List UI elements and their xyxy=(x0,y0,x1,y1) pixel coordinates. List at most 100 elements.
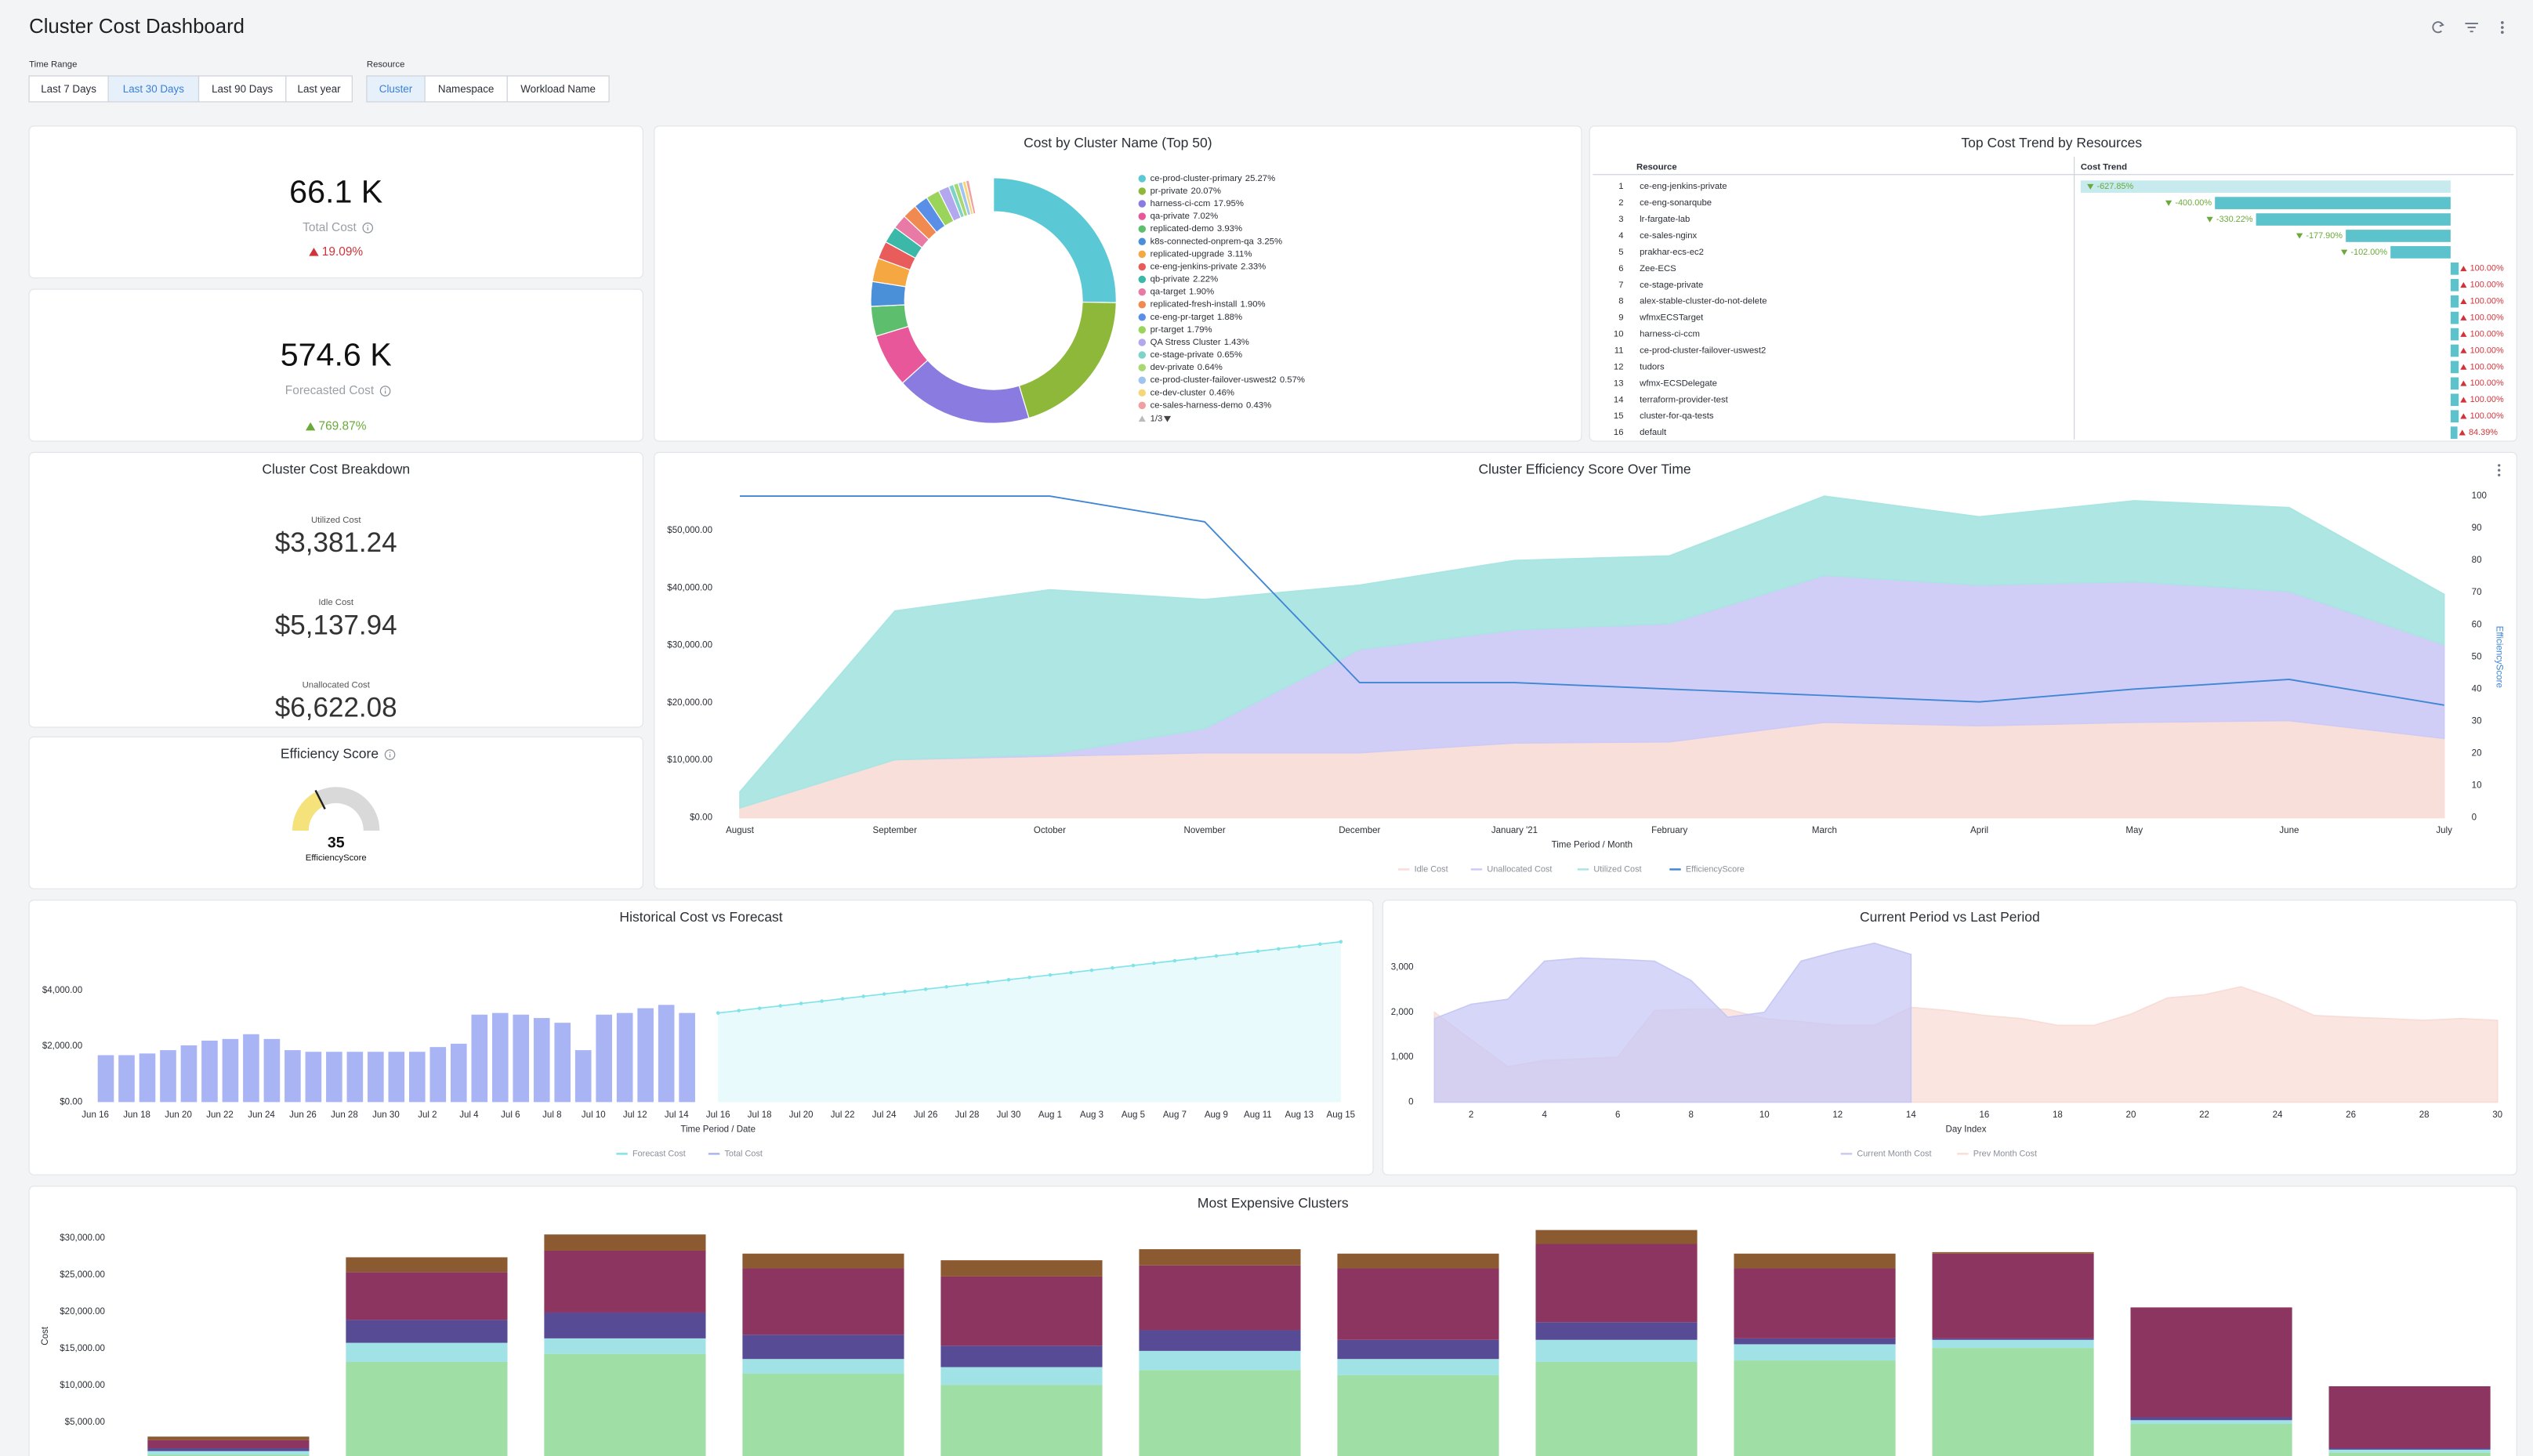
filter-option[interactable]: Last 30 Days xyxy=(107,75,200,103)
bar-segment[interactable] xyxy=(346,1257,508,1273)
legend-entry[interactable]: pr-target 1.79% xyxy=(1151,325,1212,335)
legend-entry[interactable]: QA Stress Cluster 1.43% xyxy=(1151,338,1249,347)
legend-label[interactable]: Idle Cost xyxy=(1415,864,1448,874)
legend-name[interactable]: pr-private xyxy=(1151,187,1188,196)
filter-option[interactable]: Namespace xyxy=(424,75,508,103)
bar-segment[interactable] xyxy=(940,1385,1103,1456)
cost-bar[interactable] xyxy=(263,1038,281,1103)
bar-segment[interactable] xyxy=(2130,1423,2292,1456)
legend-value[interactable]: 7.02% xyxy=(1193,212,1218,221)
filter-option-label[interactable]: Last 90 Days xyxy=(212,83,273,95)
filter-option-bg[interactable] xyxy=(366,75,426,103)
cost-bar[interactable] xyxy=(326,1052,342,1103)
bar-segment[interactable] xyxy=(1337,1268,1499,1340)
cost-bar[interactable] xyxy=(284,1050,301,1103)
filter-option-bg[interactable] xyxy=(424,75,508,103)
legend-label[interactable]: Prev Month Cost xyxy=(1973,1149,2037,1158)
legend-name[interactable]: qa-target xyxy=(1151,288,1187,297)
legend-entry[interactable]: ce-sales-harness-demo 0.43% xyxy=(1151,400,1272,410)
legend-name[interactable]: QA Stress Cluster xyxy=(1151,338,1221,347)
bar-segment[interactable] xyxy=(2130,1417,2292,1421)
legend-name[interactable]: ce-prod-cluster-failover-uswest2 xyxy=(1151,375,1277,385)
info-icon[interactable] xyxy=(362,222,374,234)
bar-segment[interactable] xyxy=(147,1448,310,1451)
legend-name[interactable]: ce-prod-cluster-primary xyxy=(1151,174,1242,183)
legend-value[interactable]: 0.43% xyxy=(1246,400,1271,410)
legend-next[interactable] xyxy=(1163,415,1172,422)
cost-bar[interactable] xyxy=(450,1043,467,1103)
cost-bar[interactable] xyxy=(574,1050,592,1103)
refresh-button[interactable] xyxy=(2432,21,2444,34)
bar-segment[interactable] xyxy=(544,1250,706,1313)
legend-name[interactable]: ce-dev-cluster xyxy=(1151,388,1206,397)
cost-bar[interactable] xyxy=(243,1034,259,1103)
legend-entry[interactable]: ce-prod-cluster-primary 25.27% xyxy=(1151,174,1276,183)
bar-segment[interactable] xyxy=(1139,1350,1301,1371)
bar-segment[interactable] xyxy=(147,1440,310,1449)
legend-name[interactable]: qa-private xyxy=(1151,212,1190,221)
bar-segment[interactable] xyxy=(346,1361,508,1456)
cost-bar[interactable] xyxy=(305,1052,322,1103)
cost-bar[interactable] xyxy=(118,1055,135,1103)
legend-label[interactable]: Utilized Cost xyxy=(1593,864,1641,874)
bar-segment[interactable] xyxy=(2130,1307,2292,1418)
cost-bar[interactable] xyxy=(679,1012,695,1103)
filter-option-bg[interactable] xyxy=(107,75,200,103)
bar-segment[interactable] xyxy=(1139,1330,1301,1351)
legend-label[interactable]: Unallocated Cost xyxy=(1487,864,1552,874)
filter-option-bg[interactable] xyxy=(28,75,109,103)
filter-option-label[interactable]: Last 7 Days xyxy=(41,83,96,95)
legend-entry[interactable]: replicated-upgrade 3.11% xyxy=(1151,249,1252,259)
legend-entry[interactable]: ce-prod-cluster-failover-uswest2 0.57% xyxy=(1151,375,1305,385)
legend-value[interactable]: 0.64% xyxy=(1198,363,1223,372)
bar-segment[interactable] xyxy=(742,1359,904,1375)
legend-entry[interactable]: ce-dev-cluster 0.46% xyxy=(1151,388,1234,397)
more-dot[interactable] xyxy=(2500,26,2504,29)
bar-segment[interactable] xyxy=(2130,1420,2292,1424)
filter-option[interactable]: Cluster xyxy=(366,75,426,103)
bar-segment[interactable] xyxy=(1535,1361,1698,1456)
legend-value[interactable]: 2.22% xyxy=(1193,275,1218,284)
cost-bar[interactable] xyxy=(616,1012,633,1103)
legend-value[interactable]: 1.43% xyxy=(1224,338,1249,347)
legend-entry[interactable]: pr-private 20.07% xyxy=(1151,187,1221,196)
legend-name[interactable]: replicated-upgrade xyxy=(1151,249,1224,259)
cost-bar[interactable] xyxy=(160,1050,176,1103)
legend-name[interactable]: dev-private xyxy=(1151,363,1194,372)
more-dot[interactable] xyxy=(2500,21,2504,24)
info-icon[interactable] xyxy=(384,749,396,760)
bar-segment[interactable] xyxy=(1734,1268,1896,1338)
bar-segment[interactable] xyxy=(147,1454,310,1456)
legend-entry[interactable]: ce-stage-private 0.65% xyxy=(1151,350,1242,360)
filter-option-label[interactable]: Last year xyxy=(298,83,342,95)
legend-value[interactable]: 0.57% xyxy=(1280,375,1305,385)
cost-bar[interactable] xyxy=(491,1012,509,1103)
more-dot[interactable] xyxy=(2500,31,2504,34)
bar-segment[interactable] xyxy=(147,1436,310,1440)
refresh-arrow[interactable] xyxy=(2439,21,2444,27)
bar-segment[interactable] xyxy=(940,1260,1103,1277)
filter-option-bg[interactable] xyxy=(506,75,610,103)
filter-option[interactable]: Workload Name xyxy=(506,75,610,103)
legend-entry[interactable]: replicated-fresh-install 1.90% xyxy=(1151,300,1266,310)
cost-bar[interactable] xyxy=(346,1052,364,1103)
bar-segment[interactable] xyxy=(940,1276,1103,1346)
legend-name[interactable]: ce-sales-harness-demo xyxy=(1151,400,1243,410)
cost-bar[interactable] xyxy=(471,1014,488,1103)
bar-segment[interactable] xyxy=(1535,1244,1698,1323)
bar-segment[interactable] xyxy=(742,1374,904,1456)
bar-segment[interactable] xyxy=(940,1346,1103,1367)
legend-value[interactable]: 3.11% xyxy=(1227,249,1252,259)
filter-option-label[interactable]: Workload Name xyxy=(520,83,596,95)
bar-segment[interactable] xyxy=(1535,1322,1698,1340)
bar-segment[interactable] xyxy=(1932,1253,2094,1338)
filter-option-label[interactable]: Last 30 Days xyxy=(123,83,184,95)
legend-value[interactable]: 1.90% xyxy=(1241,300,1266,310)
cost-bar[interactable] xyxy=(658,1005,675,1103)
cost-bar[interactable] xyxy=(97,1055,114,1103)
bar-segment[interactable] xyxy=(1734,1360,1896,1456)
bar-segment[interactable] xyxy=(544,1234,706,1251)
legend-label[interactable]: EfficiencyScore xyxy=(1686,864,1745,874)
bar-segment[interactable] xyxy=(544,1312,706,1338)
bar-segment[interactable] xyxy=(2328,1386,2491,1449)
